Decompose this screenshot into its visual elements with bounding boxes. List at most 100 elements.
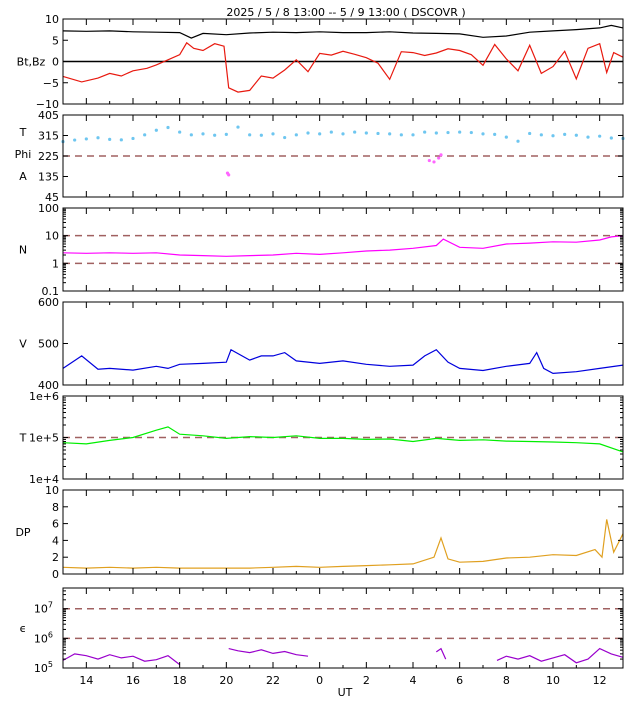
panel-ylabel: Phi — [15, 148, 32, 161]
panel-frame — [62, 587, 624, 669]
y-tick-exponent: 6 — [48, 630, 53, 639]
panel-frame — [62, 489, 624, 575]
series-phi-point — [528, 131, 532, 136]
plot-title: 2025 / 5 / 8 13:00 -- 5 / 9 13:00 ( DSCO… — [226, 6, 465, 19]
series-phi-outliers-point — [432, 160, 436, 164]
series-phi-point — [586, 135, 590, 139]
series-phi-point — [119, 138, 123, 142]
y-tick-label: 10 — [45, 484, 59, 497]
x-axis-label: UT — [338, 686, 353, 699]
x-tick-label: 6 — [456, 674, 463, 687]
series-phi-point — [154, 128, 158, 132]
y-tick-label: −5 — [43, 77, 59, 90]
series-phi-point — [73, 138, 77, 142]
y-tick-label: 10 — [45, 230, 59, 243]
series-phi-point — [353, 130, 357, 134]
series-t-line — [62, 426, 624, 453]
series-phi-point — [189, 133, 193, 137]
y-tick-label: 8 — [52, 501, 59, 514]
y-tick-label: 105 — [34, 660, 53, 675]
panel-ylabel: V — [19, 338, 27, 351]
series-phi-outliers-point — [427, 158, 431, 163]
y-tick-label: 225 — [38, 150, 59, 163]
series-phi-point — [469, 130, 473, 135]
series-epsilon-line-0 — [62, 653, 181, 666]
panel-frame — [62, 207, 624, 292]
panel-ylabel: ϵ — [20, 622, 27, 635]
series-phi-point — [294, 133, 298, 137]
series-phi-point — [609, 136, 613, 140]
x-tick-label: 12 — [593, 674, 607, 687]
y-tick-label: 600 — [38, 296, 59, 309]
series-bt-line — [62, 24, 624, 39]
series-phi-point — [364, 131, 368, 135]
y-tick-label: 4 — [52, 534, 59, 547]
y-tick-label: 315 — [38, 130, 59, 143]
panel-ylabel: N — [19, 244, 27, 257]
series-phi-point — [411, 133, 415, 137]
series-phi-point — [598, 134, 602, 138]
panel-frame — [62, 301, 624, 386]
y-tick-label: 10 — [45, 13, 59, 26]
series-phi-outliers-point — [227, 173, 231, 177]
x-tick-label: 10 — [546, 674, 560, 687]
series-phi-point — [446, 130, 450, 135]
series-phi-outliers-point — [437, 156, 441, 160]
x-tick-label: 20 — [219, 674, 233, 687]
series-phi-point — [178, 130, 182, 134]
y-tick-label: 0.1 — [42, 285, 60, 298]
series-phi-point — [318, 132, 322, 136]
series-phi-point — [539, 133, 543, 137]
y-tick-exponent: 7 — [48, 601, 53, 610]
series-phi-point — [213, 133, 217, 137]
y-tick-label: 0 — [52, 568, 59, 581]
y-tick-label: 405 — [38, 109, 59, 122]
series-bz-line — [62, 41, 624, 93]
series-phi-point — [493, 132, 497, 136]
y-tick-label: 6 — [52, 518, 59, 531]
series-phi-point — [236, 125, 240, 129]
series-v-line — [62, 348, 624, 375]
x-tick-label: 8 — [503, 674, 510, 687]
y-tick-label: 5 — [52, 34, 59, 47]
series-phi-outliers-point — [439, 153, 443, 157]
series-phi-point — [341, 132, 345, 136]
series-phi-point — [516, 139, 520, 143]
x-tick-label: 2 — [363, 674, 370, 687]
series-phi-point — [376, 131, 380, 136]
y-tick-label: 400 — [38, 379, 59, 392]
series-phi-point — [108, 137, 112, 141]
series-phi-point — [201, 132, 205, 136]
series-phi-point — [504, 135, 508, 139]
x-tick-label: 18 — [173, 674, 187, 687]
series-phi-point — [248, 133, 252, 137]
y-tick-exponent: 5 — [48, 660, 53, 669]
panel-density: 0.1 1 10 100 N — [19, 202, 624, 298]
series-phi-point — [574, 133, 578, 137]
x-tick-label: 0 — [316, 674, 323, 687]
series-epsilon-line-3 — [496, 647, 624, 664]
series-phi-point — [84, 137, 88, 141]
panels: −10−50510Bt,Bz45135225315405TPhiA0.11101… — [15, 13, 625, 675]
series-phi-point — [259, 133, 263, 137]
x-tick-label: 14 — [79, 674, 93, 687]
y-tick-label: 100 — [38, 202, 59, 215]
series-phi-point — [143, 133, 147, 137]
series-phi-point — [224, 132, 228, 136]
series-phi-point — [434, 131, 438, 135]
y-tick-label: 135 — [38, 171, 59, 184]
series-phi-point — [329, 130, 333, 134]
y-tick-label: 500 — [38, 338, 59, 351]
panel-phi: 45 135 225 315 405 T Phi A — [15, 109, 625, 204]
panel-ylabel: T — [19, 432, 27, 445]
y-tick-label: 45 — [45, 191, 59, 204]
y-tick-label: 1e+6 — [29, 390, 59, 403]
series-phi-point — [551, 134, 555, 138]
series-n-line — [62, 235, 624, 257]
y-tick-label: 1e+4 — [29, 473, 59, 486]
y-tick-label: 1e+5 — [29, 432, 59, 445]
panel-bt_bz: −10 −5 0 5 10 Bt,Bz — [17, 13, 624, 111]
series-phi-point — [131, 136, 135, 141]
